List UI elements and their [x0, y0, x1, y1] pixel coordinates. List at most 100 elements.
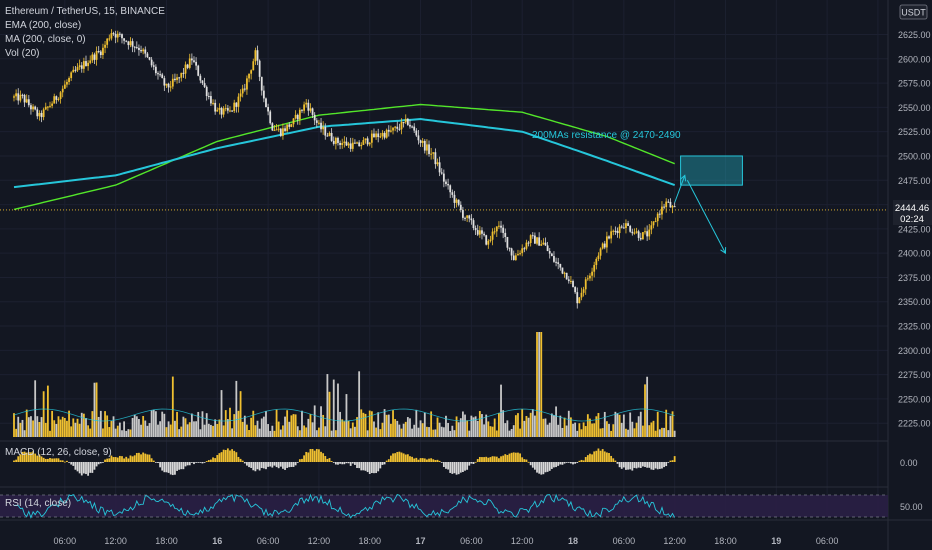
macd-bar — [487, 457, 490, 462]
macd-bar — [76, 462, 79, 472]
macd-bar — [148, 454, 151, 462]
macd-bar — [667, 462, 670, 463]
candle-body — [392, 127, 394, 131]
candle-body — [567, 279, 570, 282]
candle-body — [506, 236, 509, 248]
volume-bar — [574, 422, 577, 437]
macd-bar — [591, 454, 593, 462]
macd-bar — [358, 462, 361, 469]
macd-bar — [279, 462, 282, 467]
volume-bar — [330, 430, 333, 437]
volume-bar — [474, 416, 477, 437]
candle-body — [13, 96, 15, 98]
volume-bar — [224, 410, 227, 437]
macd-bar — [534, 462, 536, 470]
candle-body — [561, 267, 564, 274]
candle-body — [593, 265, 596, 272]
candle-body — [131, 41, 134, 47]
macd-bar — [121, 456, 123, 462]
candle-body — [220, 107, 223, 115]
volume-bar — [72, 418, 75, 437]
candle-body — [447, 184, 449, 186]
rsi-label[interactable]: RSI (14, close) — [5, 498, 71, 509]
candle-body — [224, 108, 227, 110]
resistance-zone — [680, 155, 743, 186]
macd-bar — [273, 462, 276, 466]
time-tick-label: 12:00 — [511, 536, 534, 546]
candle-body — [637, 231, 640, 238]
time-axis[interactable]: 06:00 12:00 18:00 16 06:00 12:00 18:00 17 06:00 1… — [54, 536, 839, 546]
volume-bar — [563, 417, 566, 437]
candle-body — [606, 236, 608, 248]
currency-badge[interactable] — [899, 4, 928, 20]
macd-bar — [49, 458, 51, 462]
price-tick-label: 2625.00 — [898, 30, 931, 40]
volume-bar — [188, 422, 191, 437]
candle-body — [616, 230, 619, 234]
volume-bar — [95, 382, 98, 437]
macd-bar — [434, 460, 437, 462]
time-tick-label: 12:00 — [104, 536, 127, 546]
candle-body — [78, 65, 81, 68]
macd-bar — [557, 462, 560, 466]
volume-bar — [472, 417, 475, 437]
candle-body — [485, 235, 488, 245]
candle-body — [305, 102, 308, 105]
volume-bar — [127, 429, 130, 437]
volume-bar — [144, 420, 147, 437]
volume-bar — [142, 416, 145, 437]
volume-bar — [57, 416, 60, 437]
volume-bar — [267, 424, 269, 437]
candle-body — [55, 96, 58, 100]
macd-bar — [265, 462, 267, 470]
volume-bar — [118, 422, 121, 437]
volume-bar — [366, 430, 369, 437]
candle-body — [385, 129, 388, 138]
resistance-annotation-label[interactable]: 200MAs resistance @ 2470-2490 — [532, 130, 681, 141]
candle-body — [167, 83, 170, 88]
candle-body — [15, 93, 18, 97]
macd-bar — [654, 462, 657, 469]
candle-body — [434, 152, 437, 165]
chart-title: Ethereum / TetherUS, 15, BINANCE — [5, 6, 165, 17]
macd-bar — [426, 459, 428, 462]
candle-body — [116, 33, 119, 38]
macd-bar — [652, 462, 655, 470]
volume-bar — [320, 406, 322, 437]
candle-body — [654, 221, 657, 223]
macd-bar — [30, 452, 32, 462]
volume-bar — [235, 380, 238, 437]
volume-bar — [248, 430, 250, 437]
study-ema-label[interactable]: EMA (200, close) — [5, 20, 81, 31]
volume-bar — [538, 332, 541, 437]
candle-body — [423, 140, 426, 151]
study-ma-label[interactable]: MA (200, close, 0) — [5, 34, 86, 45]
candle-body — [82, 61, 85, 69]
volume-bar — [99, 410, 102, 437]
macd-bar — [375, 462, 377, 474]
macd-bar — [595, 450, 598, 462]
macd-label[interactable]: MACD (12, 26, close, 9) — [5, 447, 112, 458]
volume-bar — [30, 416, 32, 437]
macd-bar — [99, 462, 102, 464]
candle-body — [415, 130, 418, 136]
candle-body — [608, 236, 610, 239]
annotation-group[interactable] — [674, 155, 743, 255]
candle-body — [97, 51, 100, 53]
macd-bar — [34, 453, 37, 462]
volume-bar — [222, 425, 225, 437]
candle-body — [669, 201, 672, 208]
candle-body — [184, 64, 187, 74]
macd-bar — [337, 462, 339, 465]
candle-body — [426, 144, 428, 151]
price-axis[interactable]: 2625.00 2600.00 2575.00 2550.00 2525.00 2500.… — [898, 30, 931, 429]
volume-bar — [595, 416, 598, 437]
macd-bar — [199, 462, 202, 463]
macd-bar — [108, 458, 111, 462]
study-vol-label[interactable]: Vol (20) — [5, 48, 39, 59]
macd-bar — [565, 462, 568, 463]
volume-bar — [637, 416, 640, 437]
macd-bar — [673, 456, 676, 462]
macd-bar — [603, 451, 606, 462]
